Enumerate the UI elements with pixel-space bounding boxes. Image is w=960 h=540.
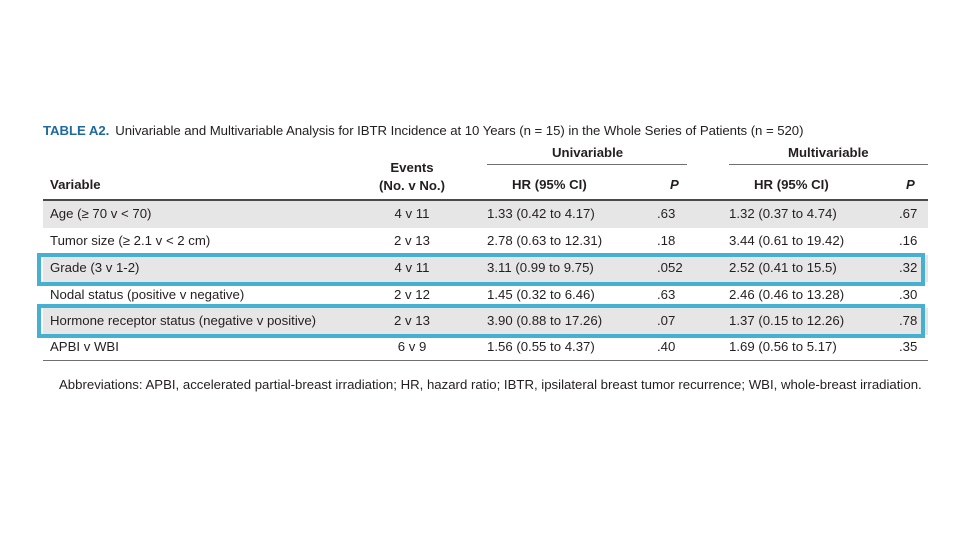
uni-p-column-header: P [670, 177, 679, 192]
events-cell: 4 v 11 [394, 206, 430, 221]
uni-p-cell: .63 [657, 287, 676, 302]
table-row: APBI v WBI 6 v 9 1.56 (0.55 to 4.37) .40… [43, 334, 928, 361]
table-title: Univariable and Multivariable Analysis f… [115, 123, 804, 138]
events-cell: 2 v 13 [394, 233, 430, 248]
table-label: TABLE A2. [43, 123, 110, 138]
variable-cell: Nodal status (positive v negative) [50, 287, 245, 302]
multivariable-group-header: Multivariable [788, 145, 869, 160]
uni-hr-column-header: HR (95% CI) [512, 177, 587, 192]
variable-column-header: Variable [50, 177, 101, 192]
uni-p-cell: .07 [657, 313, 676, 328]
multi-hr-cell: 1.37 (0.15 to 12.26) [729, 313, 845, 328]
events-column-header: Events (No. v No.) [370, 159, 454, 195]
table-row: Nodal status (positive v negative) 2 v 1… [43, 282, 928, 309]
multi-p-cell: .16 [899, 233, 918, 248]
uni-hr-cell: 1.56 (0.55 to 4.37) [487, 339, 595, 354]
variable-cell: Hormone receptor status (negative v posi… [50, 313, 317, 328]
uni-hr-cell: 1.45 (0.32 to 6.46) [487, 287, 595, 302]
grade-row-highlight [37, 253, 925, 286]
variable-cell: Age (≥ 70 v < 70) [50, 206, 152, 221]
table-footnote: Abbreviations: APBI, accelerated partial… [59, 377, 922, 392]
uni-p-cell: .63 [657, 206, 676, 221]
table-caption: TABLE A2. Univariable and Multivariable A… [43, 123, 943, 138]
uni-p-cell: .40 [657, 339, 676, 354]
table-row: Hormone receptor status (negative v posi… [43, 308, 928, 335]
multi-hr-cell: 2.52 (0.41 to 15.5) [729, 260, 837, 275]
uni-hr-cell: 1.33 (0.42 to 4.17) [487, 206, 595, 221]
events-cell: 6 v 9 [397, 339, 427, 354]
multi-hr-cell: 3.44 (0.61 to 19.42) [729, 233, 845, 248]
multi-hr-column-header: HR (95% CI) [754, 177, 829, 192]
multi-hr-cell: 1.69 (0.56 to 5.17) [729, 339, 837, 354]
univariable-group-header: Univariable [552, 145, 624, 160]
variable-cell: Tumor size (≥ 2.1 v < 2 cm) [50, 233, 211, 248]
table-row: Age (≥ 70 v < 70) 4 v 11 1.33 (0.42 to 4… [43, 201, 928, 228]
events-cell: 2 v 12 [394, 287, 430, 302]
table-bottom-rule [43, 360, 928, 361]
events-cell: 4 v 11 [394, 260, 430, 275]
uni-p-cell: .052 [657, 260, 683, 275]
uni-p-cell: .18 [657, 233, 676, 248]
table-row: Grade (3 v 1-2) 4 v 11 3.11 (0.99 to 9.7… [43, 255, 928, 282]
variable-cell: APBI v WBI [50, 339, 119, 354]
variable-cell: Grade (3 v 1-2) [50, 260, 140, 275]
table-row: Tumor size (≥ 2.1 v < 2 cm) 2 v 13 2.78 … [43, 228, 928, 255]
multivariable-group-rule [729, 164, 928, 165]
uni-hr-cell: 2.78 (0.63 to 12.31) [487, 233, 603, 248]
multi-hr-cell: 1.32 (0.37 to 4.74) [729, 206, 837, 221]
multi-p-cell: .35 [899, 339, 918, 354]
multi-p-cell: .30 [899, 287, 918, 302]
multi-p-cell: .78 [899, 313, 918, 328]
uni-hr-cell: 3.11 (0.99 to 9.75) [487, 260, 594, 275]
events-cell: 2 v 13 [394, 313, 430, 328]
multi-p-column-header: P [906, 177, 915, 192]
events-header-line1: Events [390, 160, 434, 175]
multi-p-cell: .32 [899, 260, 918, 275]
header-rule [43, 199, 928, 201]
events-header-line2: (No. v No.) [379, 178, 445, 193]
uni-hr-cell: 3.90 (0.88 to 17.26) [487, 313, 603, 328]
multi-p-cell: .67 [899, 206, 918, 221]
hormone-row-highlight [37, 304, 925, 338]
univariable-group-rule [487, 164, 687, 165]
multi-hr-cell: 2.46 (0.46 to 13.28) [729, 287, 845, 302]
